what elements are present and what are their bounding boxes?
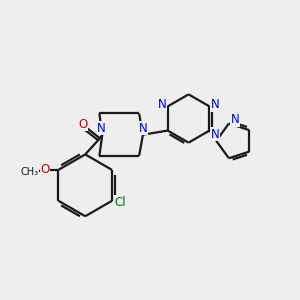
Text: N: N	[158, 98, 167, 111]
Text: O: O	[40, 164, 50, 176]
Text: CH₃: CH₃	[20, 167, 39, 177]
Text: Cl: Cl	[114, 196, 126, 209]
Text: N: N	[210, 128, 219, 141]
Text: N: N	[210, 98, 219, 111]
Text: N: N	[97, 122, 106, 135]
Text: N: N	[230, 113, 239, 127]
Text: O: O	[78, 118, 88, 131]
Text: N: N	[139, 122, 148, 135]
